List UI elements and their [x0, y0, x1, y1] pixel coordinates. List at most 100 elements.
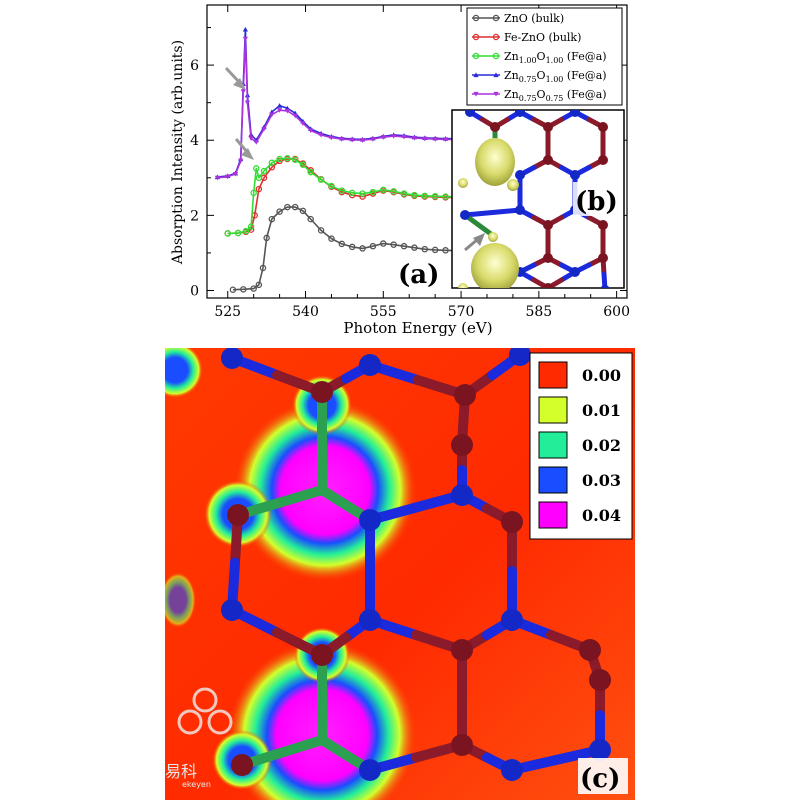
- atom: [570, 267, 580, 277]
- arrow-marker-upper: [224, 66, 246, 90]
- atom: [570, 170, 580, 180]
- atom: [227, 504, 249, 526]
- atom: [501, 609, 523, 631]
- data-point: [473, 72, 479, 78]
- bond: [275, 485, 327, 508]
- panel-label-a: (a): [398, 260, 439, 290]
- atom: [570, 110, 580, 117]
- data-point: [253, 165, 260, 172]
- x-axis-label: Photon Energy (eV): [343, 319, 492, 337]
- data-point: [390, 188, 397, 195]
- colorbar-entry: 0.03: [538, 466, 621, 494]
- series-line: [232, 206, 467, 291]
- inset-lattice: [458, 110, 610, 288]
- data-point: [284, 203, 291, 211]
- data-point: [390, 241, 397, 248]
- data-point: [269, 112, 275, 118]
- atom: [543, 155, 553, 165]
- panel-label-b: (b): [575, 187, 618, 217]
- data-point: [411, 135, 418, 141]
- atom: [598, 155, 608, 165]
- data-point: [432, 137, 438, 142]
- panel-b-structure-inset: (b): [451, 109, 625, 289]
- watermark-logo: [177, 687, 233, 735]
- atom: [515, 110, 525, 117]
- data-point: [292, 113, 298, 119]
- legend-label: ZnO (bulk): [504, 12, 564, 25]
- data-point: [214, 175, 220, 181]
- legend-label: Zn0.75O0.75 (Fe@a): [504, 88, 607, 103]
- atom: [589, 739, 611, 761]
- y-tick-label: 6: [190, 58, 199, 74]
- legend-label: Fe-ZnO (bulk): [504, 31, 581, 44]
- legend-label: Zn1.00O1.00 (Fe@a): [504, 50, 607, 65]
- panel-c-density-map: 0.00 0.01 0.02 0.03 0.04 (c): [165, 348, 635, 800]
- colorbar-entry: 0.02: [538, 431, 621, 459]
- atom: [515, 205, 525, 215]
- data-point: [380, 186, 387, 194]
- atom: [543, 253, 553, 263]
- data-point: [268, 164, 276, 171]
- data-point: [380, 135, 386, 140]
- data-point: [307, 168, 314, 176]
- data-point: [411, 244, 418, 251]
- data-point: [349, 137, 355, 143]
- atom: [359, 354, 381, 376]
- data-point: [472, 14, 480, 22]
- data-point: [261, 126, 267, 132]
- data-point: [234, 229, 242, 237]
- data-point: [348, 243, 356, 251]
- data-point: [328, 135, 335, 141]
- colorbar-swatch: [538, 431, 568, 459]
- data-point: [260, 167, 268, 175]
- data-point: [421, 192, 429, 200]
- data-point: [492, 33, 500, 41]
- data-point: [431, 246, 439, 254]
- colorbar-swatch: [538, 466, 568, 494]
- colorbar-label: 0.04: [582, 506, 621, 525]
- data-point: [317, 176, 325, 183]
- colorbar-entry: 0.00: [538, 361, 621, 389]
- density-region: [165, 572, 196, 628]
- atom: [490, 122, 500, 132]
- atom: [451, 484, 473, 506]
- y-axis-label: Absorption Intensity (arb.units): [170, 40, 186, 265]
- data-point: [268, 215, 276, 223]
- arrow-marker-lower: [234, 138, 254, 160]
- data-point: [318, 132, 324, 138]
- legend-entry: Zn0.75O1.00 (Fe@a): [472, 69, 607, 84]
- atom: [311, 381, 333, 403]
- y-tick-label: 2: [190, 208, 199, 224]
- legend-entry: Zn1.00O1.00 (Fe@a): [472, 50, 607, 65]
- data-point: [492, 52, 500, 60]
- atom: [465, 110, 475, 117]
- axes: 525 540 555 570 585 600 0 2 4 6: [190, 5, 630, 320]
- data-point: [276, 155, 283, 163]
- atom: [221, 348, 243, 369]
- arrow-marker-inset: [464, 233, 485, 252]
- data-point: [431, 192, 439, 200]
- data-point: [263, 234, 270, 242]
- data-point: [268, 159, 276, 167]
- data-point: [242, 36, 248, 42]
- x-tick-label: 570: [448, 304, 475, 320]
- atom: [598, 253, 608, 263]
- dopant-atom: [488, 232, 498, 242]
- data-point: [400, 190, 408, 197]
- density-region: [165, 348, 203, 398]
- data-point: [250, 189, 257, 197]
- data-point: [255, 185, 263, 193]
- data-point: [317, 227, 325, 234]
- y-tick-label: 4: [190, 133, 199, 149]
- colorbar-entry: 0.04: [538, 501, 621, 529]
- data-point: [259, 264, 267, 272]
- data-point: [240, 89, 246, 94]
- series-zn: [224, 155, 620, 237]
- data-point: [232, 171, 239, 177]
- data-point: [359, 138, 366, 143]
- atom: [543, 220, 553, 230]
- data-point: [339, 137, 345, 142]
- data-point: [291, 156, 299, 164]
- series-zn: [214, 36, 620, 181]
